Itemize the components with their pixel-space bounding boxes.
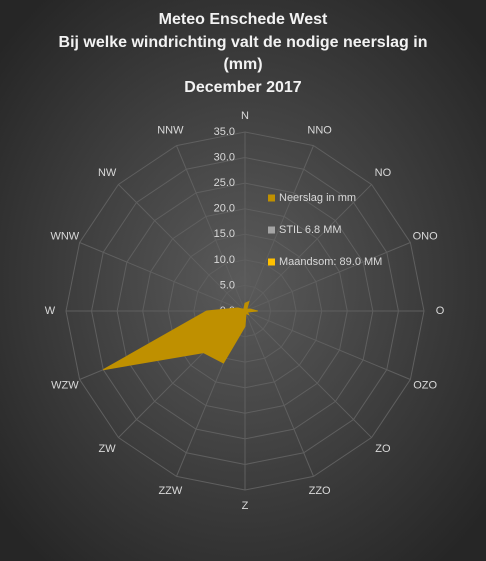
y-tick-label: 5.0 xyxy=(220,279,235,291)
grid-line xyxy=(91,157,399,465)
spoke xyxy=(244,310,411,380)
y-tick-label: 30.0 xyxy=(214,151,235,163)
spoke xyxy=(118,184,246,312)
legend-label: STIL 6.8 MM xyxy=(279,224,342,236)
category-label: ZW xyxy=(99,443,117,455)
legend-swatch xyxy=(268,226,275,234)
legend-label: Maandsom: 89.0 MM xyxy=(279,256,382,268)
y-tick-label: 25.0 xyxy=(214,177,235,189)
category-label: NW xyxy=(98,167,117,179)
category-label: Z xyxy=(242,500,249,512)
legend-swatch xyxy=(268,194,275,202)
grid-line xyxy=(167,233,323,389)
category-label: NNO xyxy=(307,125,332,137)
category-label: NNW xyxy=(157,125,184,137)
legend-label: Neerslag in mm xyxy=(279,192,356,204)
grid-line xyxy=(218,284,272,338)
chart-title: Meteo Enschede West xyxy=(159,11,328,28)
legend-swatch xyxy=(268,258,275,266)
spoke xyxy=(244,242,411,312)
radar-area xyxy=(103,300,258,371)
grid-line xyxy=(65,131,425,491)
spoke xyxy=(244,184,372,312)
spoke xyxy=(244,310,314,477)
grid-line xyxy=(142,208,348,414)
chart-title: Bij welke windrichting valt de nodige ne… xyxy=(59,34,428,51)
grid-line xyxy=(193,259,297,363)
y-tick-label: 10.0 xyxy=(214,254,235,266)
category-label: ZZO xyxy=(309,485,331,497)
y-tick-label: 35.0 xyxy=(214,126,235,138)
category-label: O xyxy=(436,305,445,317)
category-label: WNW xyxy=(50,230,79,242)
category-label: OZO xyxy=(413,380,437,392)
category-label: NO xyxy=(375,167,392,179)
spoke xyxy=(244,310,372,438)
y-tick-label: 15.0 xyxy=(214,228,235,240)
category-label: WZW xyxy=(51,380,79,392)
grid-line xyxy=(116,182,374,440)
spoke xyxy=(244,145,314,312)
category-label: W xyxy=(45,305,56,317)
category-label: ZZW xyxy=(158,485,182,497)
y-tick-label: 20.0 xyxy=(214,203,235,215)
spoke xyxy=(79,242,246,312)
chart-title: (mm) xyxy=(223,56,262,73)
category-label: N xyxy=(241,110,249,122)
category-label: ZO xyxy=(375,443,391,455)
chart-title: December 2017 xyxy=(184,79,302,96)
category-label: ONO xyxy=(413,230,439,242)
spoke xyxy=(176,145,246,312)
